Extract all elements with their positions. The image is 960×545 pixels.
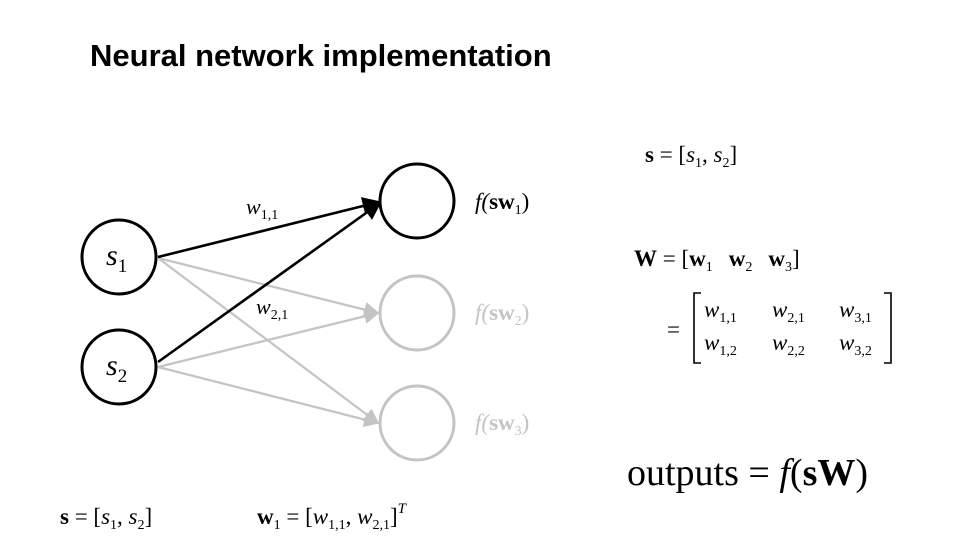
edge-s2-o1 [157, 201, 382, 364]
output-label-2: f(sw2) [475, 300, 529, 329]
matrix-cell-w11: w1,1 [704, 297, 737, 326]
matrix-cell-w31: w3,1 [839, 297, 872, 326]
slide-title: Neural network implementation [90, 38, 552, 73]
edge-s2-o3 [157, 365, 380, 428]
input-node-s2 [80, 328, 158, 406]
edge-s1-o1 [157, 197, 381, 259]
eq-W-vector: W = [w1 w2 w3] [634, 246, 800, 275]
matrix-cell-w12: w1,2 [704, 330, 737, 359]
output-label-1: f(sw1) [475, 189, 529, 218]
edge-s1-o2 [157, 256, 380, 318]
input-label-s2: s2 [106, 349, 127, 387]
output-node-2 [378, 274, 456, 352]
eq-matrix-equals: = [667, 317, 680, 342]
output-label-3: f(sw3) [475, 410, 529, 439]
eq-w1-bottom: w1 = [w1,1, w2,1]T [257, 501, 408, 533]
matrix-cell-w22: w2,2 [772, 330, 805, 359]
edge-label-w11: w1,1 [246, 194, 278, 223]
eq-s-vector: s = [s1, s2] [645, 142, 737, 171]
output-node-3 [378, 384, 456, 462]
input-label-s1: s1 [106, 239, 127, 277]
matrix-cell-w32: w3,2 [839, 330, 872, 359]
input-node-s1 [80, 218, 158, 296]
output-node-1 [378, 162, 456, 240]
matrix-left-bracket [693, 292, 701, 364]
edge-label-w21: w2,1 [256, 294, 288, 323]
edge-s2-o2 [157, 308, 380, 369]
matrix-right-bracket [884, 292, 892, 364]
eq-outputs: outputs = f(sW) [627, 452, 868, 494]
matrix-cell-w21: w2,1 [772, 297, 805, 326]
eq-s-bottom: s = [s1, s2] [60, 504, 152, 533]
